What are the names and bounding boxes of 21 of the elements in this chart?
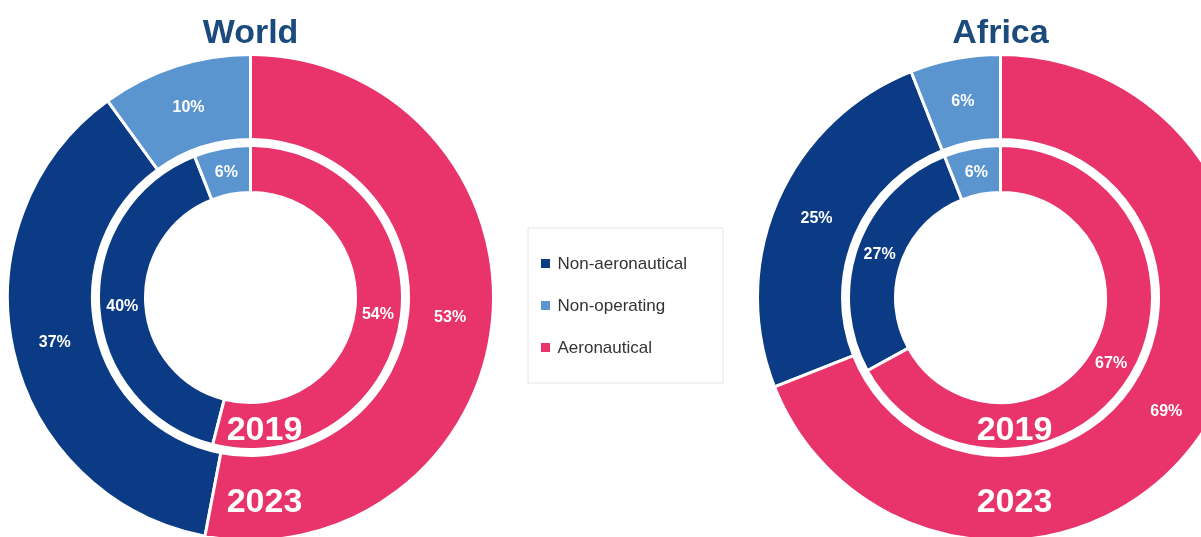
data-label: 27%	[863, 245, 896, 263]
slice-label: 2023	[226, 480, 303, 519]
data-label: 69%	[1150, 401, 1183, 419]
legend-label: Aeronautical	[557, 338, 653, 357]
data-label: 6%	[214, 162, 238, 180]
slice-label: 2019	[226, 408, 303, 447]
slice-label: 2023	[976, 480, 1053, 519]
data-label: 6%	[951, 92, 975, 110]
data-label: 53%	[434, 307, 467, 325]
legend-label: Non-operating	[557, 296, 666, 315]
slice-label: 2019	[976, 408, 1053, 447]
data-label: 10%	[172, 98, 205, 116]
data-label: 40%	[106, 297, 139, 315]
data-label: 25%	[800, 209, 833, 227]
chart-title: Africa	[952, 11, 1050, 50]
data-label: 6%	[964, 162, 988, 180]
chart-title: World	[202, 11, 299, 50]
legend-label: Non-aeronautical	[557, 254, 687, 273]
data-label: 37%	[38, 332, 71, 350]
data-label: 67%	[1095, 354, 1128, 372]
data-label: 54%	[361, 305, 395, 323]
